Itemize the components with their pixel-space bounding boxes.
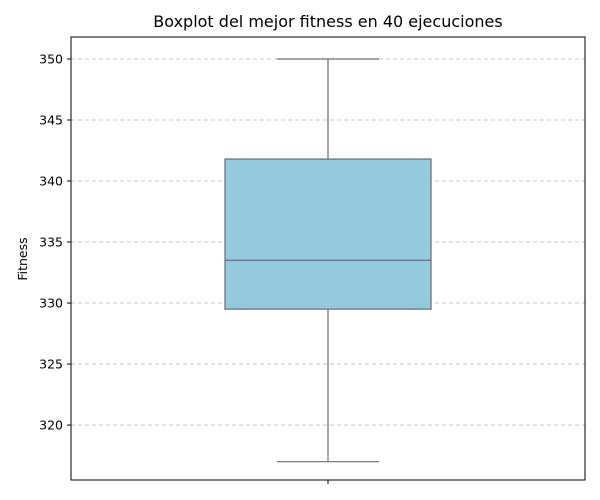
y-tick-label: 345 [39,112,63,127]
interquartile-box [224,158,432,310]
gridlines [71,58,585,426]
chart-title: Boxplot del mejor fitness en 40 ejecucio… [153,12,502,31]
boxplot [224,58,432,463]
y-tick-label: 325 [39,357,63,372]
y-tick-label: 335 [39,235,63,250]
y-tick-label: 340 [39,174,63,189]
y-axis-label: Fitness [15,237,30,280]
y-tick-label: 350 [39,51,63,66]
y-tick-label: 330 [39,296,63,311]
y-tick-label: 320 [39,418,63,433]
y-axis-ticks: 320 325 330 335 340 345 350 [39,51,71,433]
